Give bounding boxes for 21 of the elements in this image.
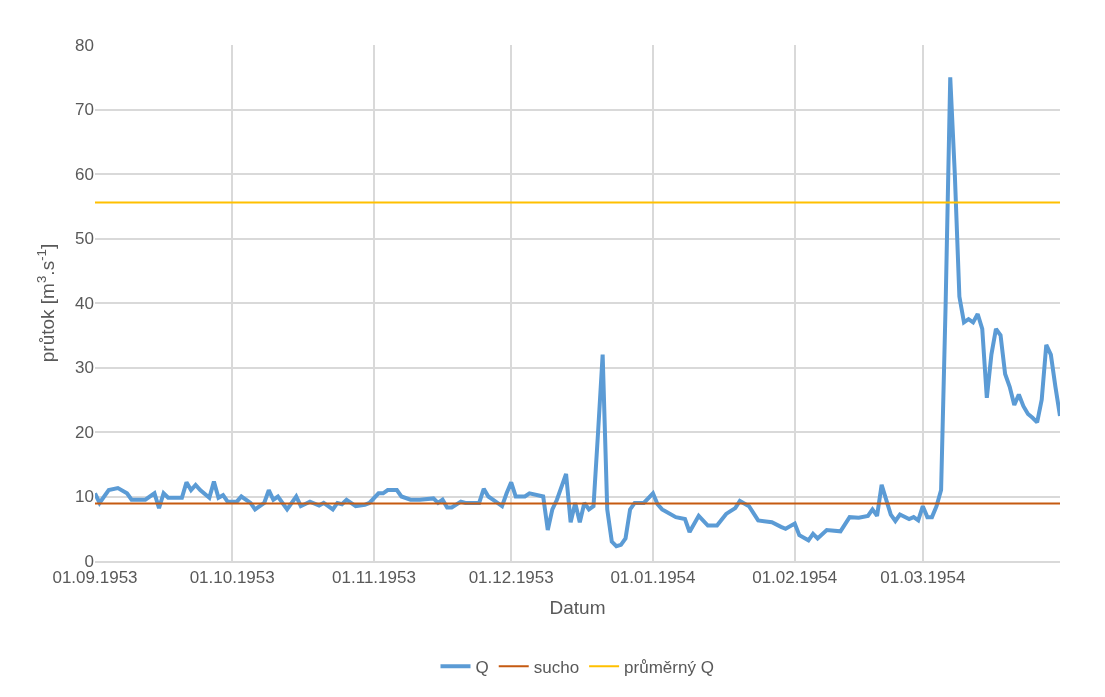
y-tick-label: 10 <box>75 487 94 507</box>
legend-label: průměrný Q <box>624 657 714 677</box>
y-tick-label: 20 <box>75 422 94 442</box>
y-tick-label: 50 <box>75 229 94 249</box>
x-tick-label: 01.02.1954 <box>752 568 838 588</box>
legend-label: Q <box>475 657 489 677</box>
y-tick-label: 80 <box>75 35 94 55</box>
y-tick-label: 30 <box>75 358 94 378</box>
x-tick-label: 01.12.1953 <box>468 568 554 588</box>
x-tick-label: 01.11.1953 <box>332 568 416 588</box>
x-axis-title: Datum <box>549 597 606 619</box>
y-tick-label: 60 <box>75 164 94 184</box>
x-tick-label: 01.09.1953 <box>52 568 138 588</box>
line-series <box>95 75 1060 549</box>
y-tick-label: 70 <box>75 100 94 120</box>
legend-label: sucho <box>533 657 580 677</box>
x-tick-label: 01.10.1953 <box>189 568 275 588</box>
y-tick-label: 40 <box>75 293 94 313</box>
y-tick-label: 0 <box>84 551 94 571</box>
x-tick-label: 01.01.1954 <box>610 568 696 588</box>
x-tick-label: 01.03.1954 <box>880 568 966 588</box>
